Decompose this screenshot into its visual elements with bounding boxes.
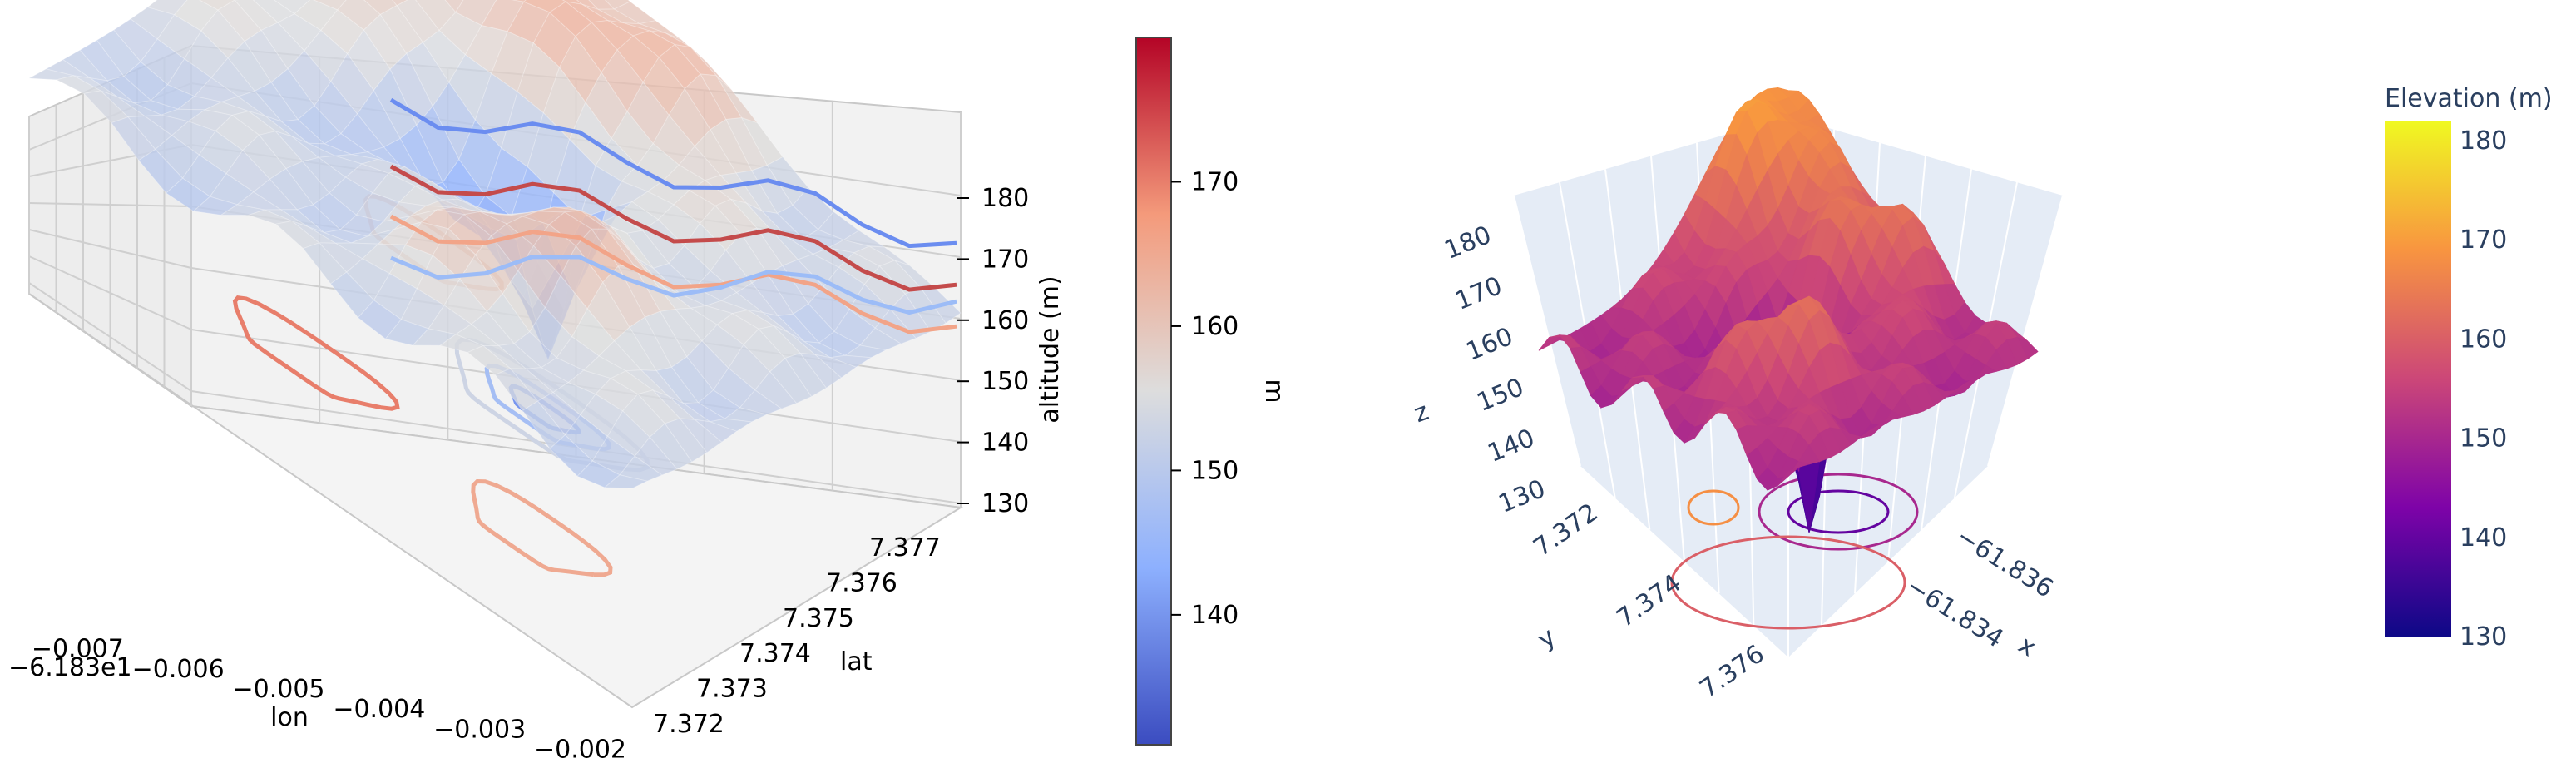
plotly-surface-mesh: [1538, 87, 2039, 533]
plotly-z-tick-label: 180: [1441, 221, 1496, 265]
y-tick-label: 7.377: [869, 533, 941, 562]
z-tick-label: 180: [981, 184, 1029, 213]
surface-mesh: [27, 0, 962, 489]
x-tick-label: −0.005: [232, 675, 324, 704]
colorbar-tick-label: 150: [1191, 456, 1239, 485]
plotly-colorbar-gradient: [2385, 121, 2451, 637]
plotly-x-tick-label: −61.834: [1901, 572, 2009, 654]
y-tick-label: 7.374: [739, 639, 811, 668]
z-tick-label: 130: [981, 489, 1029, 518]
plotly-z-tick-label: 160: [1462, 322, 1517, 367]
wall-contour: [389, 97, 957, 249]
wall-contour: [389, 164, 957, 292]
surface-facet: [829, 354, 873, 368]
surface-facet: [679, 418, 723, 453]
plotly-z-tick-label: 140: [1484, 424, 1539, 468]
surface-facet: [693, 419, 738, 443]
plotly-colorbar-title: Elevation (m): [2385, 84, 2553, 113]
wall-contour: [389, 214, 957, 334]
wall-contours: [389, 97, 957, 334]
surface-facet: [843, 344, 888, 359]
y-tick-label: 7.372: [653, 710, 724, 739]
plotly-colorbar-tick-label: 150: [2460, 424, 2507, 453]
plotly-z-tick-label: 130: [1495, 474, 1550, 519]
plotly-z-tick-label: 170: [1451, 271, 1506, 316]
plotly-colorbar-tick-label: 160: [2460, 325, 2507, 354]
z-tick-label: 140: [981, 429, 1029, 458]
plotly-z-tick-label: 150: [1473, 373, 1528, 418]
colorbar-tick-label: 170: [1191, 167, 1239, 196]
surface-facet: [391, 0, 408, 7]
plotly-y-tick-label: 7.372: [1528, 498, 1603, 562]
y-axis-label: lat: [840, 647, 873, 676]
surface-facet: [754, 370, 798, 409]
z-tick-label: 170: [981, 245, 1029, 274]
floor-contour: [232, 295, 400, 411]
x-offset-text: −6.183e1: [8, 653, 132, 682]
plotly-colorbar-tick-label: 130: [2460, 622, 2507, 652]
colorbar-gradient: [1135, 37, 1172, 746]
surface-facet: [799, 352, 843, 389]
plotly-floor-contour: [1687, 489, 1740, 526]
surface-facet: [739, 389, 783, 415]
x-tick-label: −0.004: [333, 695, 425, 724]
x-tick-label: −0.002: [534, 736, 626, 765]
z-axis-label: altitude (m): [1036, 275, 1065, 423]
plotly-y-axis-label: y: [1532, 622, 1561, 655]
left-colorbar: 140 150 160 170 m: [1135, 37, 1288, 746]
left-3d-surface-plot: 130 140 150 160 170 180 altitude (m) −0.007 −0.0…: [8, 0, 1288, 765]
colorbar-tick-label: 160: [1191, 312, 1239, 341]
plotly-colorbar-tick-label: 170: [2460, 225, 2507, 255]
colorbar-label: m: [1259, 379, 1288, 403]
x-tick-label: −0.003: [433, 715, 526, 744]
plotly-floor-contour: [1787, 489, 1890, 534]
x-axis-label: lon: [270, 703, 309, 732]
wall-contour: [390, 255, 957, 315]
plotly-x-tick-label: −61.836: [1951, 522, 2059, 604]
plotly-floor-contour: [1670, 535, 1906, 630]
colorbar-tick-label: 140: [1191, 601, 1239, 630]
x-tick-label: −0.007: [32, 635, 124, 664]
plotly-colorbar-tick-label: 140: [2460, 523, 2507, 553]
plotly-y-tick-label: 7.374: [1611, 568, 1686, 633]
right-colorbar: 130 140 150 160 170 180 Elevation (m): [2385, 84, 2553, 652]
plotly-surface-facet: [1777, 467, 1799, 486]
surface-facet: [603, 474, 649, 489]
x-tick-label: −0.006: [132, 655, 225, 684]
z-tick-label: 160: [981, 306, 1029, 335]
z-tick-label: 150: [981, 367, 1029, 396]
surface-facet: [664, 418, 708, 463]
surface-facet: [769, 357, 813, 404]
plotly-floor-contour: [1758, 473, 1919, 551]
y-tick-label: 7.373: [696, 675, 768, 704]
plotly-floor-contours: [1670, 473, 1919, 630]
floor-contour: [471, 478, 613, 577]
plotly-colorbar-tick-label: 180: [2460, 126, 2507, 156]
plotly-x-axis-label: x: [2013, 630, 2041, 662]
y-tick-label: 7.376: [826, 568, 897, 597]
y-tick-label: 7.375: [783, 604, 854, 633]
plotly-y-tick-label: 7.376: [1694, 639, 1769, 704]
surface-facet: [784, 352, 828, 398]
plotly-z-axis-label: z: [1410, 397, 1432, 429]
